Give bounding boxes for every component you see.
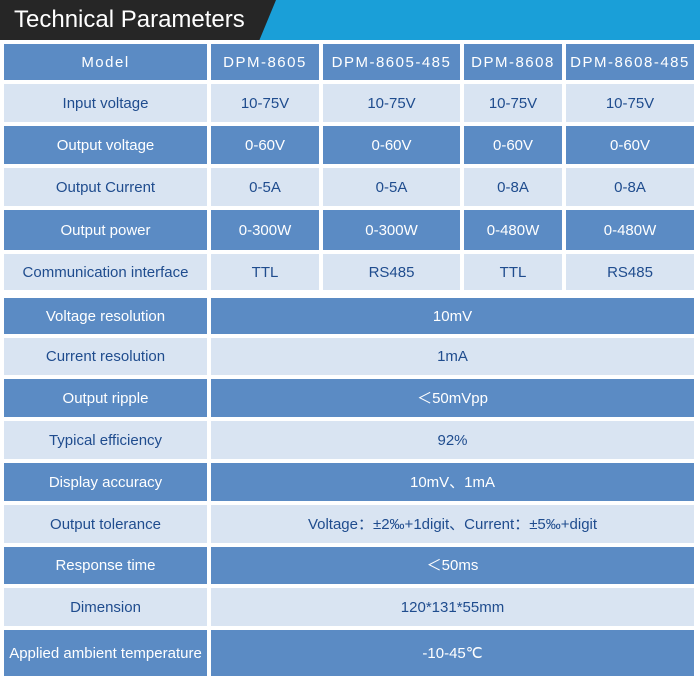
parameter-value-cell: 0-5A: [323, 168, 460, 206]
parameter-label: Dimension: [4, 588, 207, 626]
model-header-label: Model: [4, 44, 207, 80]
parameter-label: Output voltage: [4, 126, 207, 164]
parameter-label: Applied ambient temperature: [4, 630, 207, 676]
parameter-shared-value-cell: 10mV、1mA: [211, 463, 694, 501]
model-name-cell: DPM-8605: [211, 44, 319, 80]
model-name-cell: DPM-8605-485: [323, 44, 460, 80]
parameter-value-cell: TTL: [464, 254, 562, 290]
parameter-value-cell: 0-300W: [323, 210, 460, 250]
parameter-value-cell: 0-300W: [211, 210, 319, 250]
parameter-label: Input voltage: [4, 84, 207, 122]
parameter-value-cell: 0-60V: [323, 126, 460, 164]
parameter-label: Output power: [4, 210, 207, 250]
parameter-value-cell: 10-75V: [566, 84, 694, 122]
parameter-shared-value-cell: 10mV: [211, 298, 694, 334]
parameter-value-cell: 10-75V: [323, 84, 460, 122]
parameter-shared-value-cell: ＜50ms: [211, 547, 694, 584]
parameter-shared-value-cell: 1mA: [211, 338, 694, 375]
parameter-label: Typical efficiency: [4, 421, 207, 459]
parameter-value-cell: 0-5A: [211, 168, 319, 206]
parameter-label: Current resolution: [4, 338, 207, 375]
model-name-cell: DPM-8608: [464, 44, 562, 80]
parameter-value-cell: 0-60V: [464, 126, 562, 164]
parameter-shared-value-cell: ＜50mVpp: [211, 379, 694, 417]
parameter-shared-value-cell: -10-45℃: [211, 630, 694, 676]
parameters-table: Model DPM-8605 DPM-8605-485 DPM-8608 DPM-860…: [4, 42, 694, 678]
parameter-shared-value-cell: 120*131*55mm: [211, 588, 694, 626]
parameter-value-cell: RS485: [323, 254, 460, 290]
parameter-label: Output Current: [4, 168, 207, 206]
parameter-label: Response time: [4, 547, 207, 584]
parameter-value-cell: 10-75V: [464, 84, 562, 122]
page-title: Technical Parameters: [14, 6, 245, 33]
parameter-value-cell: 0-480W: [464, 210, 562, 250]
parameter-label: Display accuracy: [4, 463, 207, 501]
parameter-label: Communication interface: [4, 254, 207, 290]
parameter-value-cell: 0-480W: [566, 210, 694, 250]
parameter-value-cell: 0-8A: [464, 168, 562, 206]
parameter-label: Output ripple: [4, 379, 207, 417]
parameter-label: Output tolerance: [4, 505, 207, 543]
parameter-shared-value-cell: 92%: [211, 421, 694, 459]
parameter-value-cell: 0-60V: [566, 126, 694, 164]
parameter-label: Voltage resolution: [4, 298, 207, 334]
parameter-value-cell: RS485: [566, 254, 694, 290]
parameter-value-cell: 10-75V: [211, 84, 319, 122]
parameter-value-cell: 0-60V: [211, 126, 319, 164]
parameter-value-cell: 0-8A: [566, 168, 694, 206]
parameter-value-cell: TTL: [211, 254, 319, 290]
parameter-shared-value-cell: Voltage：±2‰+1digit、Current：±5‰+digit: [211, 505, 694, 543]
header-title-box: Technical Parameters: [0, 0, 276, 40]
model-name-cell: DPM-8608-485: [566, 44, 694, 80]
